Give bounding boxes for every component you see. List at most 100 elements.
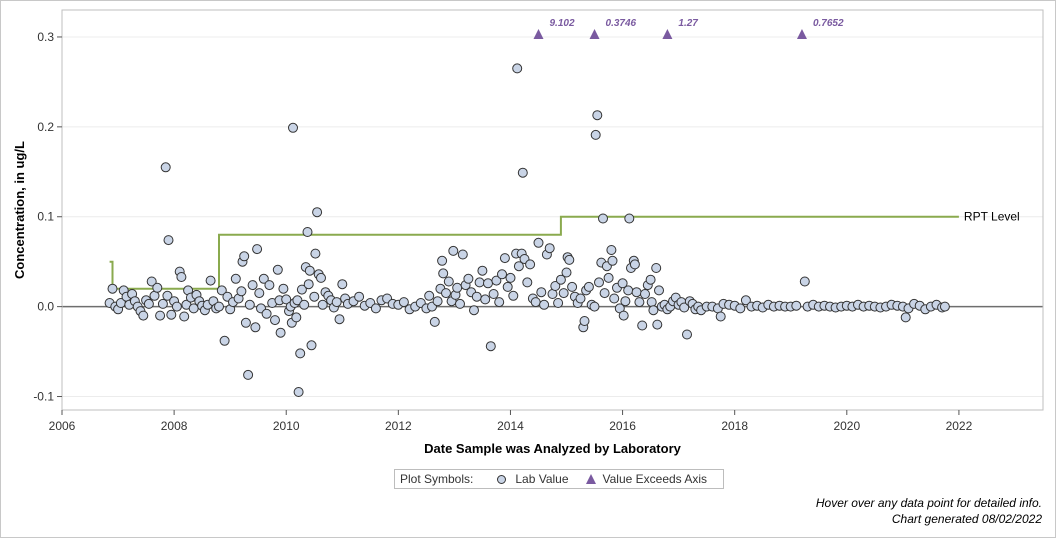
- data-point[interactable]: [176, 272, 187, 282]
- exceeds-axis-marker[interactable]: [533, 29, 544, 39]
- data-point[interactable]: [310, 248, 321, 259]
- data-point[interactable]: [646, 297, 657, 308]
- data-point[interactable]: [648, 305, 659, 316]
- data-point[interactable]: [166, 309, 177, 320]
- data-point[interactable]: [555, 274, 566, 285]
- data-point[interactable]: [651, 263, 662, 273]
- data-point[interactable]: [589, 301, 600, 312]
- data-point[interactable]: [270, 315, 280, 326]
- data-point[interactable]: [337, 279, 348, 290]
- data-point[interactable]: [303, 279, 314, 290]
- data-point[interactable]: [791, 300, 802, 311]
- data-point[interactable]: [244, 299, 255, 310]
- data-point[interactable]: [146, 276, 157, 287]
- data-point[interactable]: [550, 281, 561, 291]
- data-point[interactable]: [299, 299, 310, 310]
- data-point[interactable]: [424, 290, 435, 301]
- data-point[interactable]: [631, 287, 642, 298]
- data-point[interactable]: [590, 129, 601, 140]
- data-point[interactable]: [598, 213, 608, 224]
- data-point[interactable]: [463, 273, 474, 284]
- data-point[interactable]: [620, 296, 631, 307]
- data-point[interactable]: [306, 340, 317, 351]
- data-point[interactable]: [599, 288, 610, 299]
- data-point[interactable]: [398, 297, 409, 308]
- data-point[interactable]: [162, 290, 173, 301]
- data-point[interactable]: [553, 298, 564, 308]
- data-point[interactable]: [219, 335, 230, 346]
- data-point[interactable]: [567, 281, 578, 292]
- data-point[interactable]: [302, 227, 313, 237]
- data-point[interactable]: [293, 387, 304, 397]
- exceeds-axis-marker[interactable]: [796, 29, 807, 39]
- data-point[interactable]: [441, 288, 451, 299]
- data-point[interactable]: [522, 277, 533, 288]
- data-point[interactable]: [138, 310, 149, 321]
- data-point[interactable]: [107, 283, 118, 294]
- data-point[interactable]: [530, 297, 541, 308]
- data-point[interactable]: [155, 310, 166, 321]
- data-point[interactable]: [258, 273, 269, 284]
- data-point[interactable]: [281, 294, 292, 305]
- data-point[interactable]: [477, 265, 488, 276]
- data-point[interactable]: [264, 280, 275, 291]
- data-point[interactable]: [483, 278, 493, 289]
- data-point[interactable]: [370, 303, 381, 314]
- data-point[interactable]: [291, 312, 302, 323]
- data-point[interactable]: [292, 295, 303, 306]
- data-point[interactable]: [607, 255, 618, 266]
- data-point[interactable]: [288, 122, 298, 133]
- data-point[interactable]: [654, 285, 664, 296]
- data-point[interactable]: [230, 273, 241, 284]
- data-point[interactable]: [497, 269, 507, 280]
- data-point[interactable]: [252, 244, 263, 255]
- data-point[interactable]: [525, 259, 536, 270]
- data-point[interactable]: [575, 293, 586, 304]
- data-point[interactable]: [652, 319, 663, 330]
- data-point[interactable]: [296, 284, 307, 295]
- data-point[interactable]: [437, 255, 448, 266]
- data-point[interactable]: [561, 267, 572, 278]
- data-point[interactable]: [491, 275, 502, 286]
- data-point[interactable]: [143, 298, 154, 309]
- data-point[interactable]: [499, 253, 510, 264]
- data-point[interactable]: [544, 243, 555, 254]
- data-point[interactable]: [502, 281, 513, 292]
- data-point[interactable]: [443, 276, 454, 287]
- data-point[interactable]: [799, 276, 810, 287]
- data-point[interactable]: [488, 289, 499, 299]
- data-point[interactable]: [261, 308, 272, 319]
- data-point[interactable]: [640, 289, 650, 299]
- data-point[interactable]: [618, 310, 629, 321]
- data-point[interactable]: [157, 298, 168, 309]
- data-point[interactable]: [609, 293, 620, 304]
- data-point[interactable]: [617, 278, 628, 289]
- data-point[interactable]: [309, 291, 320, 302]
- data-point[interactable]: [236, 286, 247, 297]
- data-point[interactable]: [448, 245, 459, 256]
- data-point[interactable]: [583, 281, 594, 292]
- data-point[interactable]: [508, 290, 519, 301]
- data-point[interactable]: [740, 295, 751, 306]
- data-point[interactable]: [629, 259, 640, 270]
- data-point[interactable]: [152, 282, 163, 293]
- data-points[interactable]: [104, 63, 950, 397]
- data-point[interactable]: [250, 322, 261, 333]
- data-point[interactable]: [471, 291, 482, 302]
- data-point[interactable]: [438, 268, 449, 279]
- data-point[interactable]: [505, 272, 516, 283]
- data-point[interactable]: [214, 301, 224, 312]
- exceeds-axis-marker[interactable]: [662, 29, 673, 39]
- data-point[interactable]: [160, 162, 171, 173]
- data-point[interactable]: [239, 251, 250, 262]
- data-point[interactable]: [485, 341, 496, 352]
- data-point[interactable]: [533, 237, 544, 248]
- data-point[interactable]: [594, 277, 604, 288]
- data-point[interactable]: [354, 291, 365, 302]
- data-point[interactable]: [216, 285, 227, 296]
- data-point[interactable]: [240, 317, 251, 328]
- exceeds-axis-marker[interactable]: [589, 29, 600, 39]
- data-point[interactable]: [163, 235, 174, 246]
- data-point[interactable]: [304, 265, 315, 276]
- data-point[interactable]: [474, 277, 485, 288]
